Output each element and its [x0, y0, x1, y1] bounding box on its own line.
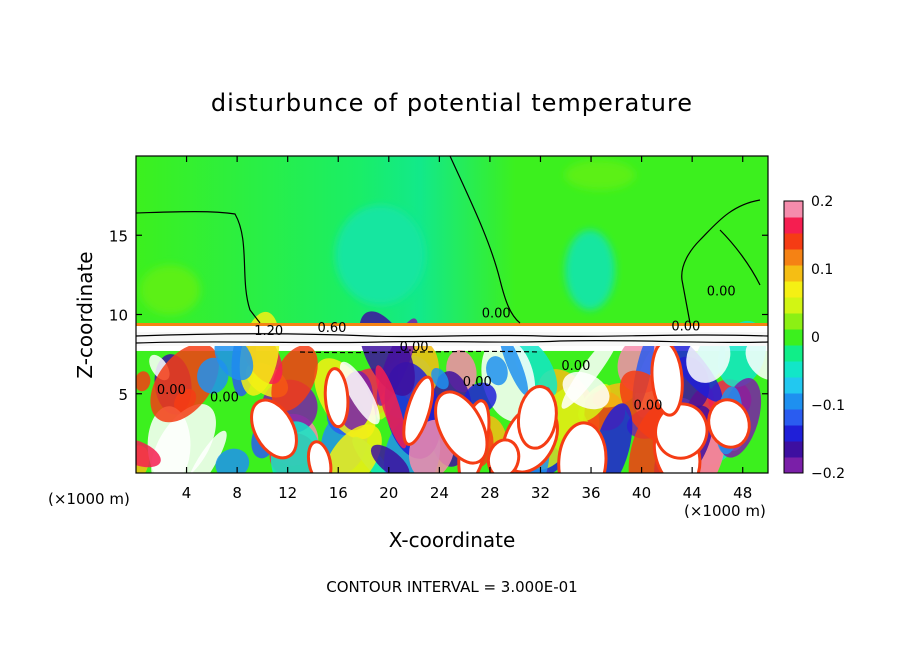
turbulence-eddy	[197, 357, 229, 394]
turbulence-eddy	[323, 424, 382, 473]
warm-core-eddy	[707, 398, 751, 449]
contour-label: 0.00	[561, 359, 590, 374]
warm-core-eddy	[323, 367, 350, 429]
x-tick-label: 16	[329, 484, 348, 502]
colorbar-frame	[783, 200, 804, 474]
contour-line	[681, 199, 761, 324]
warm-core-eddy	[516, 385, 558, 450]
turbulence-eddy	[215, 448, 250, 473]
chart-title: disturbunce of potential temperature	[211, 89, 693, 117]
contour-label: 0.00	[482, 307, 511, 322]
x-tick-label: 12	[278, 484, 297, 502]
turbulence-eddy	[151, 403, 216, 473]
x-tick-label: 32	[531, 484, 550, 502]
contour-labels: 1.20 0.60 0.00 0.00 0.00 0.00 0.00 0.00 0.00 0.00…	[157, 284, 736, 414]
colorbar-tick-label: 0.1	[811, 262, 833, 278]
turbulence-eddy	[431, 367, 449, 390]
contour-line	[719, 229, 761, 286]
contour-line	[136, 333, 768, 338]
x-unit-left: (×1000 m)	[48, 490, 130, 508]
x-tick-label: 24	[430, 484, 449, 502]
colorbar-swatch	[784, 233, 803, 250]
colorbar-swatch	[784, 217, 803, 234]
turbulence-eddy	[271, 345, 318, 412]
warm-core-eddy	[557, 421, 608, 473]
colorbar-tick-label: −0.2	[811, 466, 845, 482]
x-tick-label: 8	[232, 484, 242, 502]
colorbar-swatch	[784, 265, 803, 282]
colorbar-tick-label: 0	[811, 330, 820, 346]
turbulence-eddy	[375, 365, 407, 449]
colorbar-swatch	[784, 201, 803, 218]
colorbar-swatch	[784, 457, 803, 474]
contour-label: 0.60	[317, 321, 346, 336]
colorbar-swatch	[784, 329, 803, 346]
x-tick-label: 4	[182, 484, 192, 502]
contour-label: 0.00	[400, 340, 429, 355]
inversion-band	[136, 326, 768, 332]
turbulence-eddy	[339, 361, 380, 425]
warm-core-eddy	[402, 375, 435, 446]
contour-line	[449, 156, 521, 324]
turbulence-eddy	[499, 331, 529, 396]
y-axis-ticks: 5 10 15	[109, 227, 768, 404]
colorbar-swatch	[784, 281, 803, 298]
x-tick-label: 20	[379, 484, 398, 502]
contour-label: 0.00	[463, 375, 492, 390]
colorbar-swatch	[784, 297, 803, 314]
contour-label: 0.00	[157, 383, 186, 398]
contour-label: 0.00	[671, 319, 700, 334]
x-tick-label: 44	[683, 484, 702, 502]
contour-line	[136, 339, 768, 344]
colorbar: 0.2 0.1 0 −0.1 −0.2	[783, 194, 845, 482]
colorbar-tick-label: 0.2	[811, 194, 833, 210]
colorbar-swatch	[784, 313, 803, 330]
y-tick-label: 5	[118, 386, 128, 404]
upper-layer	[136, 156, 768, 326]
turbulence-eddy	[136, 438, 161, 468]
turbulence-eddy	[370, 444, 410, 473]
x-axis-ticks: 4 8 12 16 20 24 28 32 36 40 44 48	[182, 156, 752, 502]
contour-line	[136, 211, 261, 324]
warm-core-eddy	[434, 390, 489, 465]
y-tick-label: 15	[109, 227, 128, 245]
turbulence-eddy	[745, 340, 768, 381]
colorbar-swatch	[784, 393, 803, 410]
turbulence-eddy	[562, 371, 610, 410]
y-axis-label: Z-coordinate	[73, 251, 97, 378]
turbulence-eddy	[136, 371, 151, 392]
plot-area: 1.20 0.60 0.00 0.00 0.00 0.00 0.00 0.00 0.00 0.00…	[136, 156, 768, 473]
contour-lines	[136, 156, 768, 354]
x-tick-label: 40	[632, 484, 651, 502]
turbulence-eddy	[184, 430, 227, 473]
warm-core-eddy	[250, 398, 298, 460]
contour-label: 0.00	[633, 399, 662, 414]
turbulence-eddy	[150, 343, 219, 423]
colorbar-swatch	[784, 425, 803, 442]
contour-interval-note: CONTOUR INTERVAL = 3.000E-01	[326, 578, 577, 596]
y-tick-label: 10	[109, 307, 128, 325]
colorbar-swatch	[784, 361, 803, 378]
x-tick-label: 48	[733, 484, 752, 502]
contour-line-negative	[299, 350, 541, 354]
colorbar-swatch	[784, 249, 803, 266]
warm-core-eddy	[654, 402, 709, 460]
x-tick-label: 36	[581, 484, 600, 502]
contour-label: 0.00	[707, 284, 736, 299]
colorbar-tick-label: −0.1	[811, 398, 845, 414]
contour-label: 0.00	[210, 391, 239, 406]
colorbar-swatch	[784, 377, 803, 394]
inversion-band-top	[136, 323, 768, 326]
contour-label: 1.20	[254, 324, 283, 339]
warm-core-eddy	[486, 438, 521, 473]
x-tick-label: 28	[480, 484, 499, 502]
x-unit-right: (×1000 m)	[684, 502, 766, 520]
colorbar-swatch	[784, 441, 803, 458]
turbulence-eddy	[486, 356, 508, 386]
x-axis-label: X-coordinate	[389, 528, 516, 552]
colorbar-swatch	[784, 345, 803, 362]
colorbar-swatch	[784, 409, 803, 426]
upper-layer-features	[140, 160, 635, 315]
